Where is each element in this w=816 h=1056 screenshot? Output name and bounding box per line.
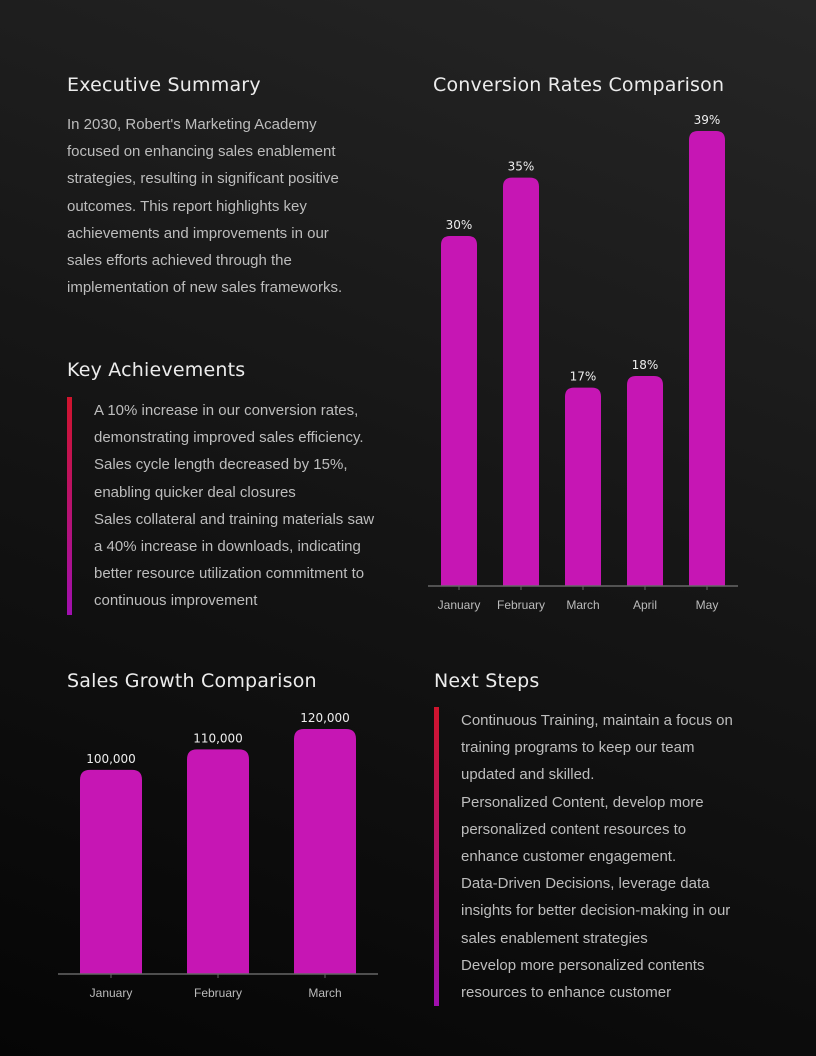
text-line: Continuous Training, maintain a focus on — [461, 712, 733, 729]
x-tick-label: March — [566, 598, 599, 612]
x-tick-label: February — [194, 986, 242, 1000]
data-label: 39% — [694, 113, 721, 127]
data-label: 100,000 — [86, 752, 136, 766]
text-line: Data-Driven Decisions, leverage data — [461, 875, 710, 893]
data-label: 30% — [446, 218, 473, 232]
bar-may — [689, 131, 725, 586]
data-label: 18% — [632, 358, 659, 372]
text-line: better resource utilization commitment t… — [94, 565, 365, 583]
text-line: Sales cycle length decreased by 15%, — [94, 456, 348, 474]
x-tick-label: April — [633, 598, 657, 612]
text-line: Sales collateral and training materials … — [94, 510, 375, 528]
key-achievements-title: Key Achievements — [67, 359, 246, 381]
bar-february — [187, 749, 249, 974]
text-line: demonstrating improved sales efficiency. — [94, 429, 364, 447]
data-label: 120,000 — [300, 711, 350, 725]
text-line: updated and skilled. — [461, 766, 595, 784]
text-line: Develop more personalized contents — [461, 956, 705, 974]
executive-summary-title: Executive Summary — [67, 74, 261, 96]
conversion-rates-title: Conversion Rates Comparison — [433, 74, 725, 96]
text-line: A 10% increase in our conversion rates, — [94, 402, 359, 419]
text-line: sales enablement strategies — [461, 929, 648, 947]
text-line: continuous improvement — [94, 592, 258, 610]
key-achievements-list: A 10% increase in our conversion rates, d… — [67, 397, 375, 615]
bar-january — [441, 236, 477, 586]
x-tick-label: February — [497, 598, 545, 612]
next-steps-title: Next Steps — [434, 670, 540, 692]
bar-february — [503, 177, 539, 586]
bar-january — [80, 769, 142, 974]
text-line: outcomes. This report highlights key — [67, 197, 307, 215]
data-label: 17% — [570, 370, 597, 384]
text-line: In 2030, Robert's Marketing Academy — [67, 116, 317, 133]
bar-april — [627, 376, 663, 586]
data-label: 110,000 — [193, 731, 243, 745]
next-steps-list: Continuous Training, maintain a focus on… — [434, 707, 733, 1007]
x-tick-label: May — [696, 598, 719, 612]
text-line: implementation of new sales frameworks. — [67, 279, 343, 297]
data-label: 35% — [508, 160, 535, 174]
text-line: a 40% increase in downloads, indicating — [94, 538, 361, 556]
text-line: strategies, resulting in significant pos… — [67, 170, 339, 188]
text-line: Personalized Content, develop more — [461, 793, 704, 811]
x-tick-label: January — [438, 598, 481, 612]
text-line: achievements and improvements in our — [67, 224, 329, 242]
text-line: enhance customer engagement. — [461, 848, 677, 866]
text-line: insights for better decision-making in o… — [461, 902, 731, 920]
executive-summary-text: In 2030, Robert's Marketing Academy focus… — [67, 111, 342, 301]
text-line: training programs to keep our team — [461, 739, 695, 757]
bar-march — [294, 729, 356, 974]
text-line: sales efforts achieved through the — [67, 252, 292, 270]
bar-march — [565, 387, 601, 586]
text-line: resources to enhance customer — [461, 984, 672, 1002]
x-tick-label: January — [90, 986, 133, 1000]
text-line: focused on enhancing sales enablement — [67, 143, 336, 161]
text-line: personalized content resources to — [461, 820, 687, 838]
text-line: enabling quicker deal closures — [94, 483, 296, 501]
sales-growth-title: Sales Growth Comparison — [67, 670, 317, 692]
x-tick-label: March — [308, 986, 341, 1000]
